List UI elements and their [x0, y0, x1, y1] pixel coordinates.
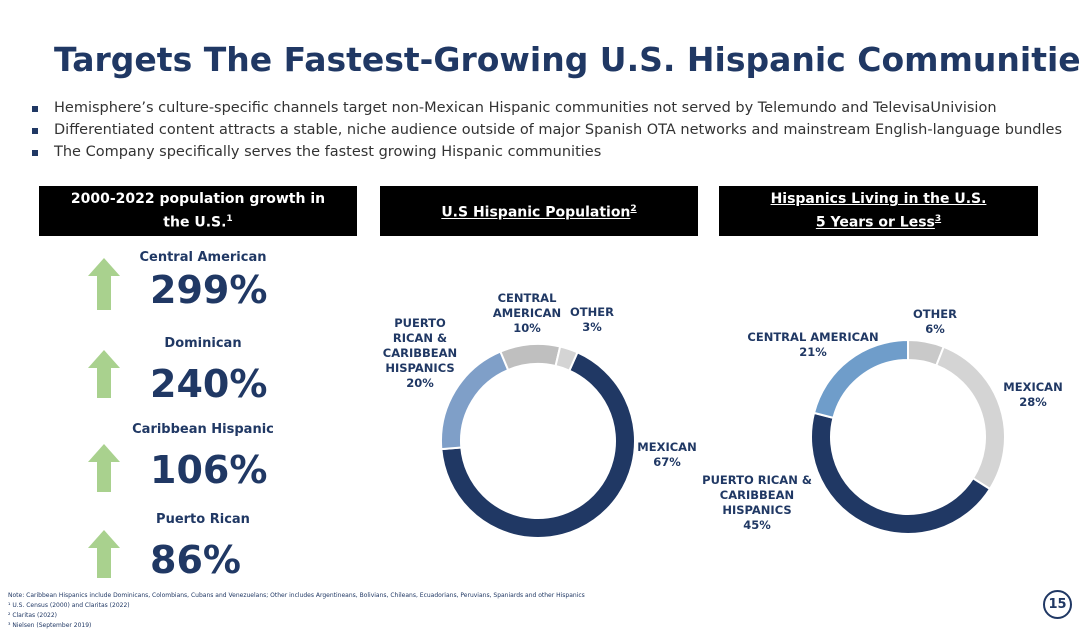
slice-text: 67%	[653, 455, 681, 469]
slice-text: CENTRAL AMERICAN	[747, 330, 879, 344]
page-number: 15	[1043, 590, 1072, 619]
growth-header: 2000-2022 population growth in the U.S.1	[39, 186, 357, 236]
bullet: Differentiated content attracts a stable…	[32, 122, 1062, 138]
arrow	[88, 258, 120, 310]
chart-title: 5 Years or Less	[815, 214, 935, 231]
slice-text: 21%	[799, 345, 827, 359]
growth-label: Central American	[139, 250, 267, 265]
arrow	[88, 350, 120, 398]
slice-label: MEXICAN 28%	[1003, 380, 1062, 410]
arrow	[88, 530, 120, 578]
header-text: 2000-2022 population growth in the U.S.	[70, 191, 326, 231]
slice-label: PUERTO RICAN & CARIBBEAN HISPANICS 45%	[702, 473, 812, 533]
slice-label: CENTRAL AMERICAN 10%	[490, 291, 565, 336]
slice-label: PUERTO RICAN & CARIBBEAN HISPANICS 20%	[380, 316, 460, 391]
footnote: ² Claritas (2022)	[8, 612, 57, 619]
bullet-text: Hemisphere’s culture-specific channels t…	[54, 100, 997, 116]
chart-header: Hispanics Living in the U.S. 5 Years or …	[719, 186, 1038, 236]
slice-label: OTHER 6%	[913, 307, 957, 337]
chart-header: U.S Hispanic Population2	[380, 186, 698, 236]
donut-slice	[440, 351, 636, 539]
title-note: 3	[934, 214, 942, 225]
header-note: 1	[226, 214, 233, 225]
bullet: The Company specifically serves the fast…	[32, 144, 601, 160]
growth-value: 240%	[150, 362, 268, 406]
growth-value: 86%	[150, 538, 241, 582]
donut-slice	[554, 345, 579, 372]
slice-text: 6%	[925, 322, 945, 336]
footnote: Note: Caribbean Hispanics include Domini…	[8, 592, 585, 599]
slice-text: CENTRAL AMERICAN	[492, 291, 562, 320]
slice-text: OTHER	[913, 307, 957, 321]
slice-text: 28%	[1019, 395, 1047, 409]
arrow	[88, 444, 120, 492]
slide-title: Targets The Fastest-Growing U.S. Hispani…	[54, 40, 1081, 79]
slice-label: CENTRAL AMERICAN 21%	[747, 330, 878, 360]
chart-title: Hispanics Living in the U.S.	[770, 191, 987, 208]
growth-label: Caribbean Hispanic	[132, 422, 274, 437]
slice-text: 45%	[743, 518, 771, 532]
growth-label: Puerto Rican	[156, 512, 250, 527]
slice-text: 10%	[513, 321, 541, 335]
arrows	[88, 258, 120, 578]
slice-text: PUERTO RICAN & CARIBBEAN HISPANICS	[382, 316, 458, 375]
bullet-text: Differentiated content attracts a stable…	[54, 122, 1063, 138]
slice-text: 3%	[582, 320, 602, 334]
donut-slice	[935, 345, 1006, 491]
slice-text: MEXICAN	[1003, 380, 1063, 394]
growth-label: Dominican	[164, 336, 242, 351]
chart-title: U.S Hispanic Population	[441, 204, 631, 221]
growth-value: 106%	[150, 448, 268, 492]
bullet: Hemisphere’s culture-specific channels t…	[32, 100, 997, 116]
footnote: ³ Nielsen (September 2019)	[8, 622, 92, 629]
slice-text: 20%	[406, 376, 434, 390]
donut-slice	[812, 338, 909, 420]
slice-text: OTHER	[570, 305, 614, 319]
donut-slice	[499, 343, 562, 372]
donut-slice	[810, 411, 992, 535]
bullet-text: The Company specifically serves the fast…	[54, 144, 602, 160]
slice-text: MEXICAN	[637, 440, 697, 454]
growth-value: 299%	[150, 268, 268, 312]
slice-label: MEXICAN 67%	[637, 440, 696, 470]
footnote: ¹ U.S. Census (2000) and Claritas (2022)	[8, 602, 130, 609]
slice-text: PUERTO RICAN & CARIBBEAN HISPANICS	[702, 473, 812, 517]
slice-label: OTHER 3%	[570, 305, 614, 335]
donuts	[440, 338, 1006, 539]
title-note: 2	[630, 204, 637, 215]
